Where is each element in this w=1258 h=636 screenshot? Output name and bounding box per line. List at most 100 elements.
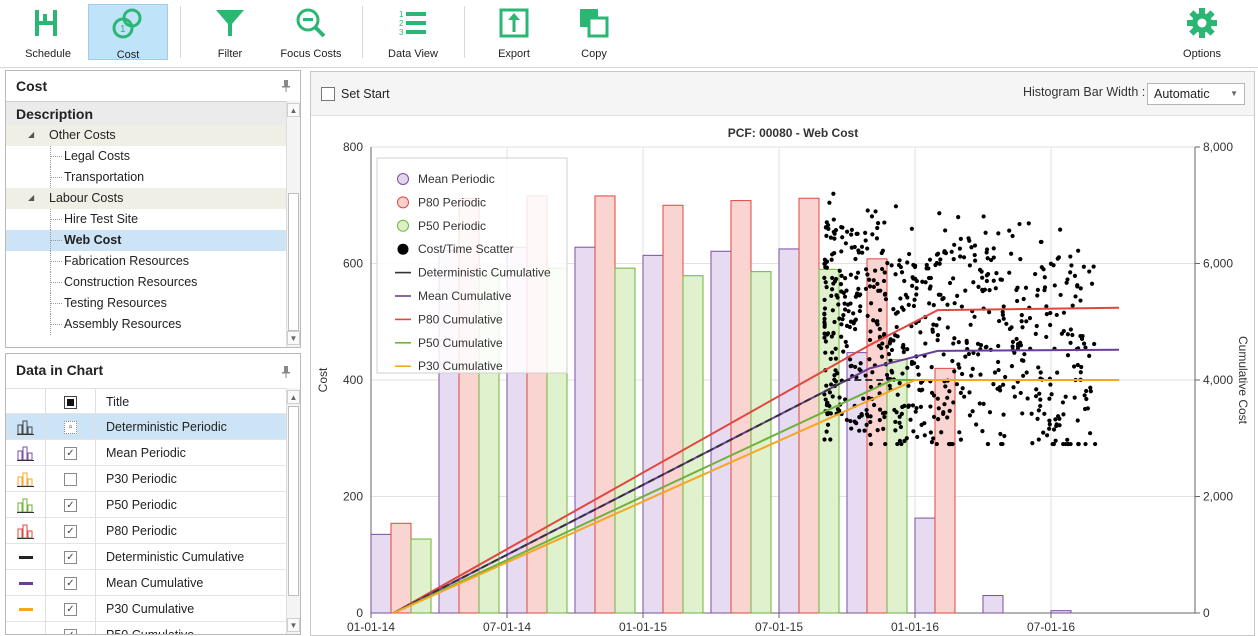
tree-item-label: Testing Resources: [64, 296, 167, 310]
export-button[interactable]: Export: [484, 4, 544, 60]
scroll-down-arrow-icon[interactable]: ▼: [287, 618, 300, 632]
scatter-point: [991, 278, 996, 283]
scatter-point: [1026, 221, 1031, 226]
tree-item-row[interactable]: Assembly Resources: [6, 314, 287, 335]
scroll-up-arrow-icon[interactable]: ▲: [287, 390, 300, 404]
scatter-point: [914, 292, 919, 297]
tree-item-row[interactable]: Fabrication Resources: [6, 251, 287, 272]
data-grid-row[interactable]: ✓ Mean Cumulative: [6, 570, 287, 596]
scatter-point: [914, 405, 919, 411]
series-visibility-checkbox[interactable]: ✓: [64, 602, 77, 616]
scatter-point: [966, 351, 972, 357]
focus-costs-button[interactable]: Focus Costs: [278, 4, 344, 60]
data-grid-row[interactable]: ▫ Deterministic Periodic: [6, 414, 287, 440]
scatter-point: [882, 270, 887, 275]
scatter-point: [992, 370, 998, 375]
scroll-down-arrow-icon[interactable]: ▼: [287, 331, 300, 345]
scatter-point: [822, 331, 827, 336]
series-visibility-checkbox[interactable]: ✓: [64, 446, 77, 460]
tree-group-row[interactable]: ◢ Other Costs: [6, 125, 287, 146]
scatter-point: [945, 415, 950, 420]
scatter-point: [978, 372, 983, 377]
data-grid-row[interactable]: ✓ Deterministic Cumulative: [6, 544, 287, 570]
scatter-point: [1054, 423, 1059, 429]
scatter-point: [883, 297, 889, 302]
scatter-point: [994, 271, 999, 276]
y2-tick-label: 0: [1203, 606, 1210, 620]
histogram-bar-width-select[interactable]: Automatic ▼: [1147, 83, 1245, 105]
data-grid-row[interactable]: ✓ P80 Periodic: [6, 518, 287, 544]
data-grid-row[interactable]: ✓ P50 Periodic: [6, 492, 287, 518]
tree-item-label: Web Cost: [64, 233, 122, 247]
chart-bar: [982, 595, 1004, 614]
tree-item-row[interactable]: Web Cost: [6, 230, 287, 251]
scroll-up-arrow-icon[interactable]: ▲: [287, 103, 300, 117]
tree-item-label: Other Costs: [49, 128, 116, 142]
scatter-point: [927, 301, 932, 306]
schedule-button[interactable]: Schedule: [18, 4, 78, 60]
scatter-point: [1068, 441, 1073, 447]
cost-button[interactable]: 1 Cost: [88, 4, 168, 61]
scatter-point: [974, 422, 979, 427]
scatter-point: [822, 275, 827, 280]
scatter-point: [1078, 298, 1083, 303]
y-tick-label: 200: [343, 490, 363, 504]
chart-legend: Mean Periodic P80 Periodic P50 Periodic Cos…: [376, 157, 568, 374]
series-visibility-checkbox[interactable]: [64, 472, 77, 486]
select-all-checkbox[interactable]: [64, 395, 77, 409]
pin-icon[interactable]: [282, 80, 290, 92]
data-grid-row[interactable]: ✓ P30 Cumulative: [6, 596, 287, 622]
series-visibility-checkbox[interactable]: ✓: [64, 628, 77, 634]
data-grid-row[interactable]: ✓ P50 Cumulative: [6, 622, 287, 634]
description-column-header[interactable]: Description: [6, 101, 300, 125]
tree-group-row[interactable]: ◢ Labour Costs: [6, 188, 287, 209]
scatter-point: [1035, 287, 1040, 292]
scatter-point: [1079, 336, 1085, 341]
options-button[interactable]: Options: [1172, 4, 1232, 60]
expand-arrow-icon[interactable]: ◢: [28, 130, 35, 139]
series-visibility-checkbox[interactable]: ✓: [64, 576, 77, 590]
scroll-thumb[interactable]: [288, 406, 299, 596]
tree-item-row[interactable]: Legal Costs: [6, 146, 287, 167]
scatter-point: [1087, 269, 1092, 274]
scatter-point: [1027, 316, 1033, 321]
scatter-point: [954, 382, 960, 387]
series-visibility-checkbox[interactable]: ▫: [64, 420, 77, 434]
filter-button[interactable]: Filter: [200, 4, 260, 60]
tree-item-row[interactable]: Transportation: [6, 167, 287, 188]
data-grid-scrollbar[interactable]: ▲ ▼: [286, 388, 300, 634]
pin-icon[interactable]: [282, 366, 290, 378]
tree-item-row[interactable]: Construction Resources: [6, 272, 287, 293]
scatter-point: [1070, 332, 1075, 338]
set-start-checkbox[interactable]: [321, 87, 335, 101]
series-visibility-checkbox[interactable]: ✓: [64, 550, 77, 564]
scroll-thumb[interactable]: [288, 193, 299, 331]
scatter-point: [877, 407, 883, 412]
scatter-point: [1010, 339, 1016, 344]
series-visibility-checkbox[interactable]: ✓: [64, 498, 77, 512]
scatter-point: [899, 270, 905, 275]
copy-button[interactable]: Copy: [564, 4, 624, 60]
scatter-point: [822, 316, 827, 321]
svg-text:2: 2: [399, 19, 404, 28]
x-tick-label: 01-01-16: [891, 620, 939, 634]
cost-panel: Cost Description ◢ Other Costs Legal Costs…: [5, 70, 301, 348]
scatter-point: [950, 358, 955, 364]
scatter-point: [859, 412, 864, 417]
data-grid-row[interactable]: ✓ Mean Periodic: [6, 440, 287, 466]
tree-item-row[interactable]: Hire Test Site: [6, 209, 287, 230]
tree-item-row[interactable]: Testing Resources: [6, 293, 287, 314]
scatter-point: [931, 436, 936, 441]
scatter-point: [1059, 331, 1064, 336]
cost-chart[interactable]: PCF: 00080 - Web Cost 0 200 400 600 800 0 2,000…: [311, 117, 1254, 636]
series-visibility-checkbox[interactable]: ✓: [64, 524, 77, 538]
svg-text:3: 3: [399, 28, 404, 37]
scatter-point: [837, 316, 842, 321]
title-column-header[interactable]: Title: [106, 395, 130, 409]
data-grid-row[interactable]: P30 Periodic: [6, 466, 287, 492]
cost-tree-scrollbar[interactable]: ▲ ▼: [286, 101, 300, 347]
scatter-point: [1021, 296, 1026, 302]
expand-arrow-icon[interactable]: ◢: [28, 193, 35, 202]
scatter-point: [855, 270, 861, 275]
